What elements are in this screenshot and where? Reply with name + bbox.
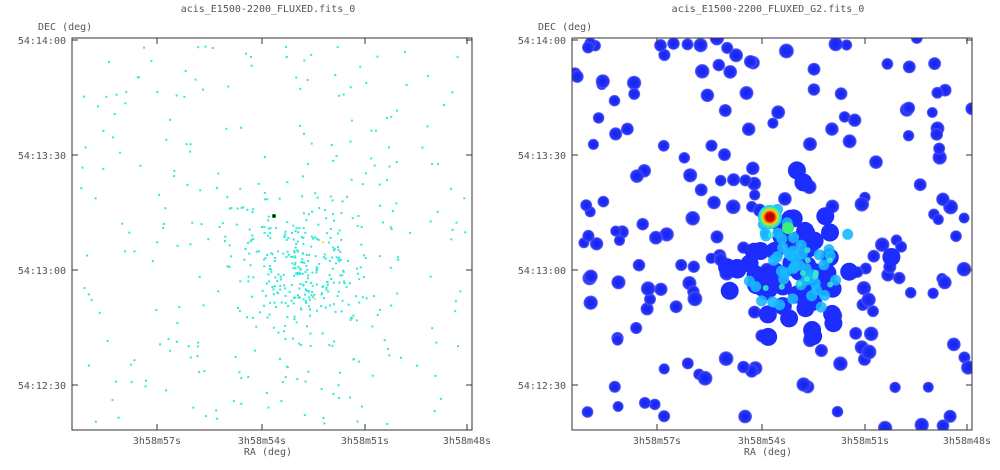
right-ra-tick-label: 3h58m57s: [633, 436, 681, 447]
left-title: acis_E1500-2200_FLUXED.fits_0: [181, 4, 356, 15]
bright-point-source: [758, 205, 782, 229]
right-plot-frame: [571, 37, 973, 431]
right-axis-ticks: [572, 38, 972, 430]
smoothed-sources: [572, 38, 972, 430]
left-plot-frame: [71, 37, 473, 431]
left-ra-tick-label: 3h58m51s: [341, 436, 389, 447]
left-x-label: RA (deg): [244, 447, 292, 458]
left-dec-tick-label: 54:13:00: [18, 266, 66, 277]
right-dec-tick-label: 54:12:30: [518, 381, 566, 392]
right-dec-tick-label: 54:13:30: [518, 151, 566, 162]
right-y-label: DEC (deg): [538, 22, 592, 33]
right-ra-tick-label: 3h58m48s: [943, 436, 991, 447]
left-dec-tick-label: 54:12:30: [18, 381, 66, 392]
right-ra-tick-label: 3h58m54s: [738, 436, 786, 447]
left-dec-tick-label: 54:14:00: [18, 36, 66, 47]
left-ra-tick-label: 3h58m54s: [238, 436, 286, 447]
panel-raw-image: acis_E1500-2200_FLUXED.fits_0 DEC (deg) …: [0, 0, 500, 466]
right-title: acis_E1500-2200_FLUXED_G2.fits_0: [672, 4, 865, 15]
left-y-label: DEC (deg): [38, 22, 92, 33]
right-x-label: RA (deg): [744, 447, 792, 458]
raw-event-pixels: [80, 45, 467, 425]
left-ra-tick-label: 3h58m48s: [443, 436, 491, 447]
left-ra-tick-label: 3h58m57s: [133, 436, 181, 447]
right-dec-tick-label: 54:14:00: [518, 36, 566, 47]
panel-smoothed-image: acis_E1500-2200_FLUXED_G2.fits_0 DEC (de…: [500, 0, 1000, 466]
diffuse-emission-cluster: [718, 161, 901, 346]
left-dec-tick-label: 54:13:30: [18, 151, 66, 162]
right-ra-tick-label: 3h58m51s: [841, 436, 889, 447]
left-axis-ticks: [72, 38, 472, 430]
smoothed-image-figure: acis_E1500-2200_FLUXED_G2.fits_0 DEC (de…: [518, 4, 991, 458]
right-dec-tick-label: 54:13:00: [518, 266, 566, 277]
raw-image-figure: acis_E1500-2200_FLUXED.fits_0 DEC (deg) …: [18, 4, 491, 458]
